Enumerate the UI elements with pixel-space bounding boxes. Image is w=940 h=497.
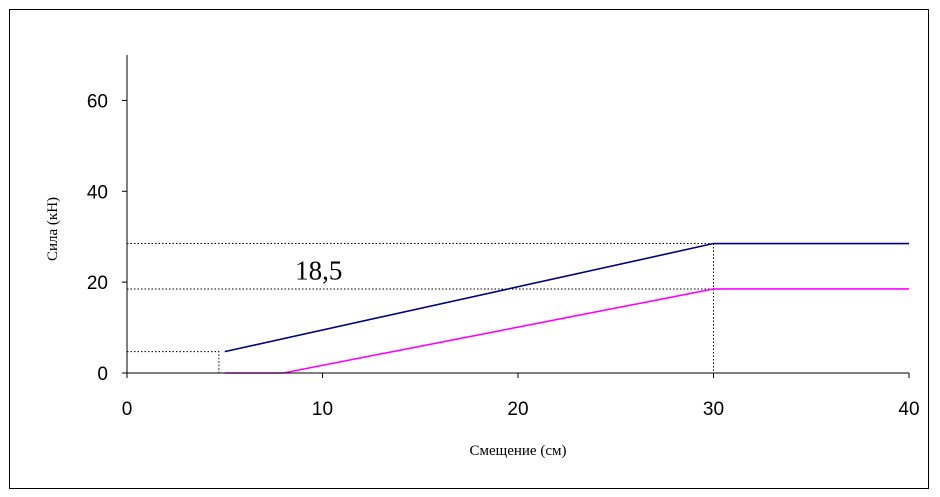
x-tick-label: 10	[312, 399, 333, 420]
y-axis-title: Сила (кН)	[45, 197, 61, 261]
annotations: 18,5	[295, 255, 342, 285]
y-tick-label: 20	[87, 273, 108, 294]
x-axis-title: Смещение (см)	[470, 443, 567, 459]
x-tick-label: 30	[703, 399, 724, 420]
chart-frame	[9, 9, 929, 489]
annotation-label: 18,5	[295, 255, 342, 285]
x-tick-label: 20	[507, 399, 528, 420]
reference-lines	[127, 243, 714, 373]
series-line-2	[224, 288, 909, 374]
axes	[126, 55, 909, 374]
ticks	[122, 99, 910, 378]
tick-labels: 0 10 20 30 40 0 20 40 60	[87, 91, 920, 420]
y-tick-label: 0	[97, 364, 108, 385]
series-line-1	[224, 242, 909, 353]
reference-line	[127, 351, 220, 373]
x-tick-label: 0	[122, 399, 133, 420]
x-tick-label: 40	[898, 399, 919, 420]
y-tick-label: 60	[87, 91, 108, 112]
y-tick-label: 40	[87, 182, 108, 203]
